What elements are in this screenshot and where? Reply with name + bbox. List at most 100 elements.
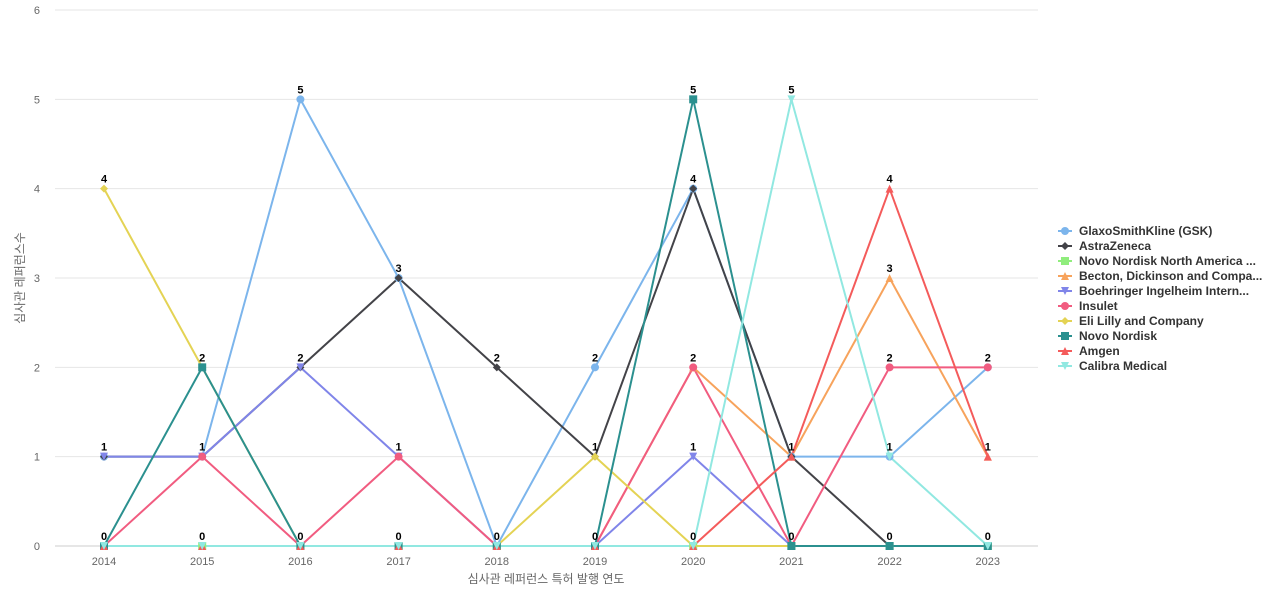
data-label: 1	[101, 442, 107, 454]
data-label: 4	[690, 174, 697, 186]
x-tick-label: 2015	[190, 556, 214, 568]
legend-marker	[1061, 272, 1069, 280]
y-axis-title: 심사관 레퍼런스수	[13, 232, 27, 324]
series-point[interactable]	[885, 363, 894, 372]
series-point[interactable]	[689, 542, 698, 550]
data-label: 0	[297, 531, 303, 543]
series-point[interactable]	[689, 184, 698, 193]
legend-marker	[1061, 227, 1069, 235]
data-label: 4	[887, 174, 894, 186]
legend-label: GlaxoSmithKline (GSK)	[1079, 224, 1212, 238]
legend-item[interactable]: GlaxoSmithKline (GSK)	[1058, 224, 1212, 238]
series-point[interactable]	[296, 363, 305, 372]
series-point[interactable]	[492, 363, 501, 372]
x-tick-labels: 2014 2015 2016 2017 2018 2019 2020 2021 2022 2023	[92, 556, 1000, 568]
data-label: 2	[297, 352, 303, 364]
series-point[interactable]	[689, 363, 698, 372]
data-label: 2	[690, 352, 696, 364]
y-tick-label: 6	[34, 5, 40, 17]
legend-label: Calibra Medical	[1079, 359, 1167, 373]
series-line[interactable]	[103, 98, 988, 547]
data-label: 3	[396, 263, 402, 275]
data-label: 1	[592, 442, 598, 454]
data-label: 2	[199, 352, 205, 364]
data-label: 4	[101, 174, 108, 186]
series-point[interactable]	[100, 452, 108, 461]
series-point[interactable]	[394, 452, 403, 461]
legend-item[interactable]: AstraZeneca	[1058, 239, 1151, 253]
series-point[interactable]	[198, 542, 207, 550]
y-tick-label: 0	[34, 541, 40, 553]
legend-label: AstraZeneca	[1079, 239, 1151, 253]
legend-item[interactable]: Calibra Medical	[1058, 359, 1167, 373]
series-line[interactable]	[104, 98, 989, 547]
series-point[interactable]	[983, 542, 992, 550]
legend-item[interactable]: Eli Lilly and Company	[1058, 314, 1204, 328]
x-tick-label: 2014	[92, 556, 116, 568]
x-tick-label: 2021	[779, 556, 803, 568]
y-tick-label: 5	[34, 94, 40, 106]
series-point[interactable]	[591, 452, 599, 461]
y-tick-label: 3	[34, 273, 40, 285]
legend-item[interactable]: Becton, Dickinson and Compa...	[1058, 269, 1262, 283]
series-point[interactable]	[983, 363, 992, 372]
legend-item[interactable]: Novo Nordisk	[1058, 329, 1157, 343]
series-line[interactable]	[104, 98, 989, 547]
data-label: 0	[985, 531, 991, 543]
series-point[interactable]	[885, 542, 894, 550]
series-point[interactable]	[100, 184, 108, 193]
legend-label: Boehringer Ingelheim Intern...	[1079, 284, 1249, 298]
series-point[interactable]	[591, 363, 599, 372]
legend-item[interactable]: Novo Nordisk North America ...	[1058, 254, 1256, 268]
x-axis-title: 심사관 레퍼런스 특허 발행 연도	[468, 571, 625, 586]
series-point[interactable]	[394, 542, 403, 550]
series-point[interactable]	[296, 95, 305, 104]
legend-label: Novo Nordisk North America ...	[1079, 254, 1256, 268]
data-label: 2	[592, 352, 598, 364]
data-label: 0	[592, 531, 598, 543]
legend-item[interactable]: Boehringer Ingelheim Intern...	[1058, 284, 1249, 298]
series-point[interactable]	[591, 542, 599, 550]
series-point[interactable]	[296, 542, 305, 550]
series-point[interactable]	[198, 452, 207, 461]
y-tick-label: 2	[34, 362, 40, 374]
legend-item[interactable]: Insulet	[1058, 299, 1118, 313]
series-point[interactable]	[787, 452, 796, 461]
data-label: 1	[887, 442, 893, 454]
series-point[interactable]	[689, 95, 698, 104]
y-tick-label: 1	[34, 452, 40, 464]
series-point[interactable]	[394, 274, 403, 282]
series-point[interactable]	[689, 452, 698, 461]
legend-item[interactable]: Amgen	[1058, 344, 1120, 358]
series-lines	[103, 98, 989, 547]
data-label: 1	[199, 442, 205, 454]
series-point[interactable]	[492, 542, 501, 550]
data-label: 5	[297, 84, 303, 96]
legend-marker	[1061, 242, 1069, 250]
series-point[interactable]	[787, 95, 796, 104]
series-point[interactable]	[787, 542, 796, 550]
series-point[interactable]	[885, 274, 894, 282]
series-markers	[100, 95, 992, 550]
legend-marker	[1061, 347, 1069, 355]
series-point[interactable]	[885, 184, 894, 193]
legend-marker	[1061, 317, 1069, 325]
data-label: 1	[985, 442, 991, 454]
data-label: 1	[396, 442, 402, 454]
legend-label: Novo Nordisk	[1079, 329, 1157, 343]
x-tick-label: 2016	[288, 556, 312, 568]
series-point[interactable]	[885, 452, 894, 461]
series-point[interactable]	[100, 542, 108, 550]
data-label: 5	[690, 84, 696, 96]
y-tick-labels: 0 1 2 3 4 5 6	[34, 5, 40, 553]
y-tick-label: 4	[34, 184, 40, 196]
series-point[interactable]	[983, 452, 992, 461]
data-label: 0	[690, 531, 696, 543]
series-point[interactable]	[198, 363, 207, 372]
legend-marker	[1061, 362, 1069, 370]
data-label: 0	[199, 531, 205, 543]
data-label: 3	[887, 263, 893, 275]
